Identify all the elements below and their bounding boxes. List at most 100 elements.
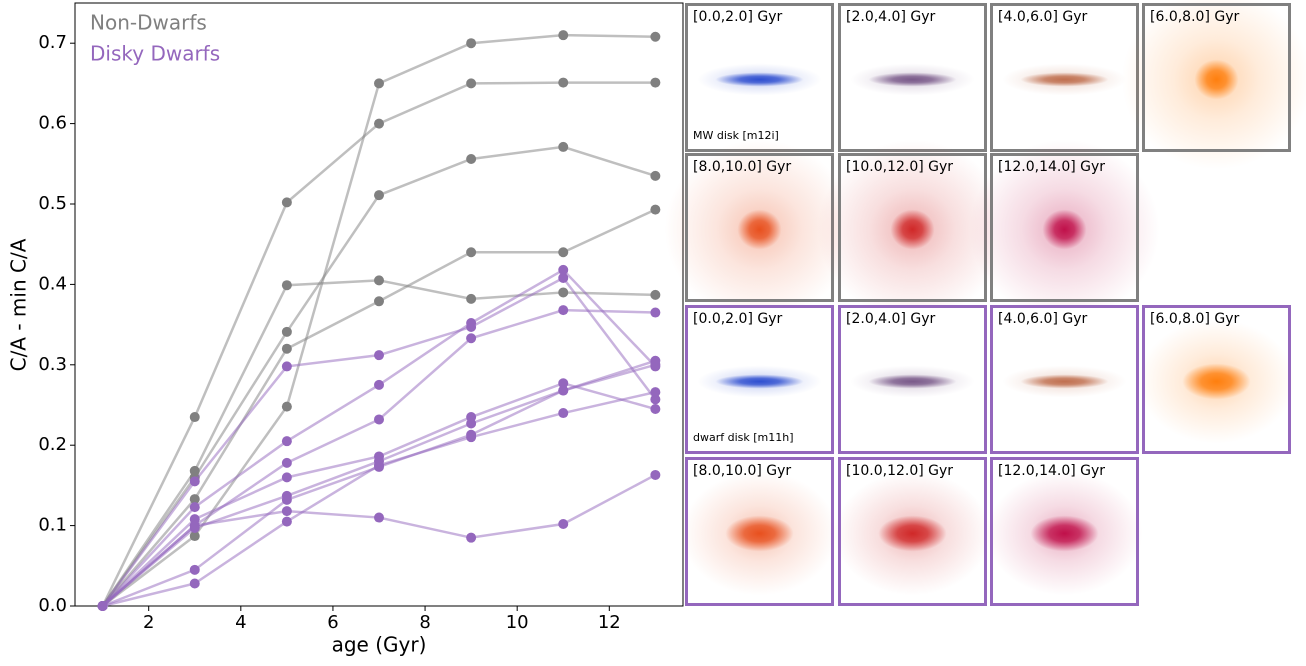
panel-label: [2.0,4.0] Gyr — [846, 311, 935, 327]
data-point — [466, 318, 476, 328]
y-tick-label: 0.7 — [38, 32, 67, 53]
panel-label: [4.0,6.0] Gyr — [998, 9, 1087, 25]
y-tick-label: 0.4 — [38, 273, 67, 294]
blob — [879, 516, 947, 552]
data-point — [466, 533, 476, 543]
blob — [1195, 60, 1239, 100]
panel-label: [8.0,10.0] Gyr — [693, 463, 791, 479]
data-point — [374, 513, 384, 523]
data-point — [650, 308, 660, 318]
data-point — [466, 154, 476, 164]
data-point — [558, 305, 568, 315]
data-point — [282, 402, 292, 412]
legend-entry: Disky Dwarfs — [90, 42, 220, 66]
x-tick-label: 4 — [235, 612, 246, 633]
data-point — [282, 361, 292, 371]
x-tick-label: 2 — [143, 612, 154, 633]
blob — [716, 73, 804, 87]
data-point — [282, 344, 292, 354]
data-point — [190, 476, 200, 486]
panel-label: [2.0,4.0] Gyr — [846, 9, 935, 25]
data-point — [558, 78, 568, 88]
data-point — [558, 386, 568, 396]
data-point — [98, 601, 108, 611]
series-line — [103, 210, 656, 606]
data-point — [282, 472, 292, 482]
data-point — [190, 502, 200, 512]
panel-note: dwarf disk [m11h] — [693, 431, 794, 444]
data-point — [558, 30, 568, 40]
data-point — [650, 171, 660, 181]
legend-entry: Non-Dwarfs — [90, 11, 207, 35]
panel-label: [10.0,12.0] Gyr — [846, 463, 953, 479]
data-point — [190, 412, 200, 422]
data-point — [374, 380, 384, 390]
x-tick-label: 12 — [598, 612, 621, 633]
data-point — [374, 190, 384, 200]
data-point — [282, 327, 292, 337]
blob — [1021, 375, 1109, 389]
data-point — [190, 521, 200, 531]
data-point — [282, 506, 292, 516]
data-point — [466, 78, 476, 88]
image-panel: [12.0,14.0] Gyr — [970, 140, 1160, 320]
image-panel: [4.0,6.0] Gyr — [990, 305, 1139, 454]
x-tick-label: 8 — [419, 612, 430, 633]
data-point — [558, 287, 568, 297]
image-panel: [10.0,12.0] Gyr — [835, 457, 991, 606]
data-point — [466, 418, 476, 428]
y-tick-label: 0.1 — [38, 515, 67, 536]
data-point — [374, 460, 384, 470]
data-point — [466, 38, 476, 48]
panel-label: [12.0,14.0] Gyr — [998, 463, 1105, 479]
y-tick-label: 0.6 — [38, 113, 67, 134]
data-point — [282, 458, 292, 468]
data-point — [282, 436, 292, 446]
panel-label: [4.0,6.0] Gyr — [998, 311, 1087, 327]
panel-label: [6.0,8.0] Gyr — [1150, 9, 1239, 25]
data-point — [558, 519, 568, 529]
data-point — [650, 78, 660, 88]
image-panel: [8.0,10.0] Gyr — [682, 457, 838, 606]
blob — [716, 375, 804, 389]
data-point — [558, 265, 568, 275]
series-line — [103, 278, 656, 606]
blob — [1043, 210, 1087, 250]
image-panel: [2.0,4.0] Gyr — [838, 305, 987, 454]
series-line — [103, 280, 656, 606]
data-point — [374, 275, 384, 285]
blob — [1021, 73, 1109, 87]
x-tick-label: 10 — [506, 612, 529, 633]
data-point — [374, 78, 384, 88]
data-point — [650, 360, 660, 370]
data-point — [466, 294, 476, 304]
panel-label: [8.0,10.0] Gyr — [693, 159, 791, 175]
x-tick-label: 6 — [327, 612, 338, 633]
y-axis-label: C/A - min C/A — [7, 238, 31, 371]
image-panel: [6.0,8.0] Gyr — [1139, 305, 1295, 454]
blob — [869, 73, 957, 87]
blob — [738, 210, 782, 250]
panel-label: [0.0,2.0] Gyr — [693, 9, 782, 25]
blob — [1031, 516, 1099, 552]
image-panel: [6.0,8.0] Gyr — [1122, 0, 1306, 170]
y-tick-label: 0.5 — [38, 193, 67, 214]
data-point — [282, 280, 292, 290]
data-point — [650, 32, 660, 42]
data-point — [374, 350, 384, 360]
blob — [726, 516, 794, 552]
data-point — [650, 290, 660, 300]
panel-label: [10.0,12.0] Gyr — [846, 159, 953, 175]
data-point — [558, 247, 568, 257]
data-point — [466, 432, 476, 442]
data-point — [650, 470, 660, 480]
x-axis-label: age (Gyr) — [332, 633, 427, 657]
image-panel: [2.0,4.0] Gyr — [838, 3, 987, 152]
panel-label: [6.0,8.0] Gyr — [1150, 311, 1239, 327]
data-point — [558, 408, 568, 418]
data-point — [374, 296, 384, 306]
data-point — [190, 565, 200, 575]
y-tick-label: 0.3 — [38, 354, 67, 375]
